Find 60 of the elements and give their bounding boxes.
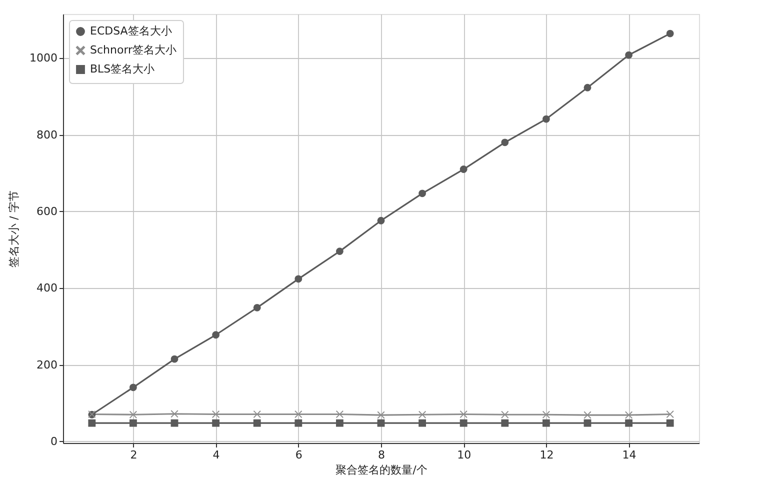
point xyxy=(253,419,261,427)
y-tick-label: 800 xyxy=(36,128,58,142)
point xyxy=(666,419,674,427)
point xyxy=(88,419,96,427)
point xyxy=(294,410,302,418)
point xyxy=(377,216,385,224)
x-tick-label: 4 xyxy=(212,448,220,462)
point xyxy=(294,275,302,283)
point xyxy=(542,419,550,427)
y-axis-title: 签名大小 / 字节 xyxy=(8,190,21,268)
point xyxy=(584,419,592,427)
point xyxy=(666,30,674,38)
legend-label: BLS签名大小 xyxy=(90,62,155,76)
point xyxy=(377,411,385,419)
point xyxy=(212,331,220,339)
point xyxy=(542,115,550,123)
point xyxy=(584,411,592,419)
y-tick-label: 1000 xyxy=(30,52,58,65)
point xyxy=(294,419,302,427)
point xyxy=(625,51,632,59)
point xyxy=(666,410,674,418)
x-tick-label: 6 xyxy=(295,448,302,462)
point xyxy=(170,355,178,363)
point xyxy=(501,419,509,427)
x-tick-label: 14 xyxy=(622,448,636,462)
legend-label: Schnorr签名大小 xyxy=(90,44,177,56)
y-tick-label: 200 xyxy=(36,358,58,372)
point xyxy=(542,410,550,418)
point xyxy=(212,410,220,418)
x-tick-label: 8 xyxy=(378,448,385,462)
point xyxy=(418,419,426,427)
point xyxy=(460,166,468,173)
point xyxy=(212,419,220,427)
point xyxy=(336,248,344,256)
point xyxy=(170,419,178,427)
point xyxy=(336,419,344,427)
point xyxy=(336,410,344,418)
x-tick-label: 12 xyxy=(540,448,554,462)
x-tick-label: 2 xyxy=(130,448,138,462)
x-axis-title: 聚合签名的数量/个 xyxy=(336,464,428,476)
point xyxy=(625,419,632,427)
point xyxy=(460,410,468,418)
x-tick-label: 10 xyxy=(457,448,472,462)
point xyxy=(130,410,137,418)
point xyxy=(130,384,137,392)
legend-label: ECDSA签名大小 xyxy=(90,24,172,38)
point xyxy=(501,410,509,418)
y-tick-label: 600 xyxy=(36,204,58,218)
point xyxy=(130,419,137,427)
point xyxy=(253,410,261,418)
point xyxy=(584,84,592,92)
point xyxy=(418,190,426,198)
point xyxy=(418,410,426,418)
y-tick-label: 400 xyxy=(36,282,58,295)
point xyxy=(501,138,509,146)
point xyxy=(253,304,261,312)
point xyxy=(460,419,468,427)
point xyxy=(377,419,385,427)
point xyxy=(170,410,178,418)
y-tick-label: 0 xyxy=(50,434,58,448)
